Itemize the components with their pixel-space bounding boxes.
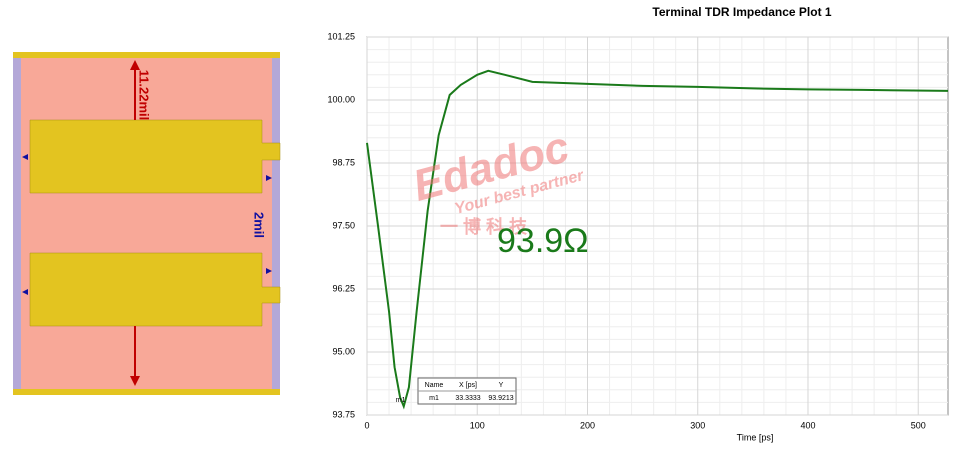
trace (29, 252, 281, 327)
x-tick-label: 400 (800, 420, 815, 430)
lines: m1 (366, 69, 949, 410)
watermark-chinese: 一 博 科 技 (440, 216, 528, 237)
table-cell: 33.3333 (455, 395, 480, 402)
cross-section: 11.22mil 2mil (13, 52, 281, 395)
y-tick-label: 97.50 (332, 220, 355, 230)
top-plane (13, 52, 280, 58)
table-header: Y (499, 382, 504, 389)
table-cell: 93.9213 (488, 395, 513, 402)
arrow-head (130, 60, 140, 70)
marker-table: Name m1 X [ps] 33.3333 Y 93.9213 (417, 377, 517, 405)
annotation: 93.9Ω (497, 222, 589, 260)
x-tick-label: 100 (470, 420, 485, 430)
y-tick-label: 93.75 (332, 409, 355, 419)
x-tick-label: 300 (690, 420, 705, 430)
gap-label: 2mil (252, 212, 267, 238)
y-tick-label: 100.00 (327, 94, 355, 104)
y-tick-label: 96.25 (332, 283, 355, 293)
dielectric (13, 55, 280, 395)
table-cell: m1 (429, 395, 439, 402)
trace (29, 119, 281, 194)
height-label: 11.22mil (137, 70, 152, 121)
table-header: Name (425, 382, 444, 389)
y-tick-label: 101.25 (327, 31, 355, 41)
marker-label: m1 (396, 397, 406, 404)
y-tick-label: 98.75 (332, 157, 355, 167)
table-header: X [ps] (459, 382, 477, 389)
side-wall (13, 58, 21, 389)
x-tick-label: 200 (580, 420, 595, 430)
x-tick-label: 0 (364, 420, 369, 430)
x-tick-label: 500 (911, 420, 926, 430)
bottom-plane (13, 389, 280, 395)
line (366, 69, 949, 410)
ticks: 93.75 95.00 96.25 97.50 98.75 100.00 101.25 0 10… (327, 31, 925, 430)
chart-title: Terminal TDR Impedance Plot 1 (652, 5, 831, 19)
x-axis-label: Time [ps] (737, 432, 774, 442)
y-tick-label: 95.00 (332, 346, 355, 356)
side-wall (272, 58, 280, 389)
arrow-head (130, 376, 140, 386)
